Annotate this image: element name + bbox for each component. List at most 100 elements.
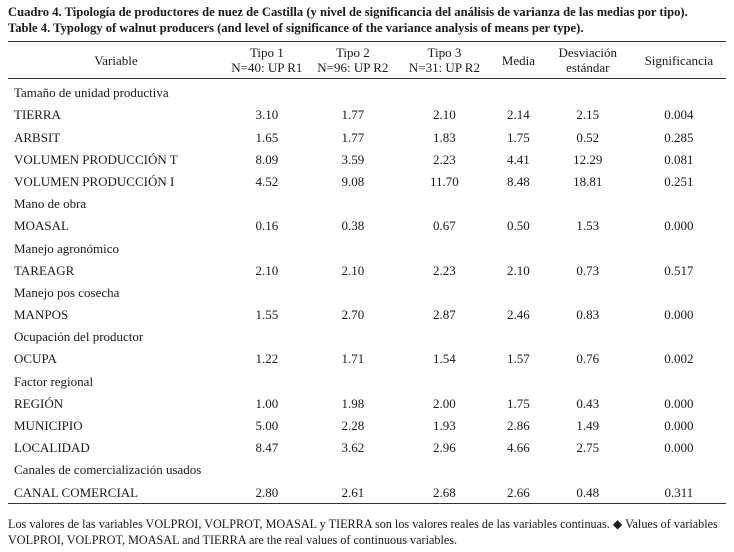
- table-row: MUNICIPIO 5.00 2.28 1.93 2.86 1.49 0.000: [8, 412, 726, 434]
- value-desviacion: 0.83: [576, 307, 600, 323]
- value-tipo-2: 1.98: [341, 395, 365, 411]
- value-desviacion: 0.76: [576, 351, 600, 367]
- value-tipo-1: 0.16: [255, 218, 279, 234]
- value-tipo-3: 1.93: [433, 418, 456, 433]
- table-row: CANAL COMERCIAL 2.80 2.61 2.68 2.66 0.48 0.311: [8, 478, 726, 504]
- header-tipo-3-name: Tipo 3: [427, 45, 462, 60]
- value-media: 2.66: [492, 478, 544, 504]
- table-row: TAREAGR 2.10 2.10 2.23 2.10 0.73 0.517: [8, 257, 726, 279]
- header-desviacion-line2: estándar: [566, 60, 610, 75]
- variable-name: TAREAGR: [14, 262, 75, 278]
- value-significancia: 0.004: [664, 107, 694, 123]
- value-desviacion: 0.48: [543, 478, 632, 504]
- value-tipo-3: 2.00: [433, 395, 456, 411]
- value-tipo-1: 1.00: [255, 395, 279, 411]
- value-tipo-2: 2.10: [341, 262, 365, 278]
- variable-name: VOLUMEN PRODUCCIÓN T: [14, 151, 178, 167]
- section-label: Manejo pos cosecha: [14, 284, 120, 300]
- table-row: VOLUMEN PRODUCCIÓN I 4.52 9.08 11.70 8.48 18.…: [8, 168, 726, 190]
- value-tipo-2: 3.59: [341, 151, 365, 167]
- section-row: Manejo pos cosecha: [8, 279, 726, 301]
- value-significancia: 0.517: [664, 262, 694, 278]
- variable-name: MOASAL: [14, 218, 69, 234]
- section-row: Ocupación del productor: [8, 323, 726, 345]
- value-significancia: 0.000: [664, 395, 694, 411]
- value-media: 2.10: [507, 262, 530, 278]
- value-tipo-3: 1.54: [433, 351, 456, 367]
- typology-table: Variable Tipo 1 N=40: UP R1 Tipo 2 N=96:…: [8, 41, 726, 504]
- value-tipo-1: 1.22: [255, 351, 279, 367]
- value-media: 0.50: [507, 218, 530, 234]
- variable-name: OCUPA: [14, 351, 57, 367]
- value-significancia: 0.285: [664, 129, 694, 145]
- value-significancia: 0.000: [664, 440, 694, 456]
- table-header: Variable Tipo 1 N=40: UP R1 Tipo 2 N=96:…: [8, 41, 726, 79]
- value-media: 4.66: [507, 440, 530, 456]
- value-tipo-3: 2.87: [433, 307, 456, 323]
- value-tipo-3: 2.68: [395, 478, 493, 504]
- section-label: Factor regional: [14, 373, 94, 389]
- header-tipo-2-name: Tipo 2: [335, 45, 370, 60]
- header-tipo-2-sub: N=96: UP R2: [317, 60, 389, 75]
- table-row: ARBSIT 1.65 1.77 1.83 1.75 0.52 0.285: [8, 123, 726, 145]
- header-desviacion: Desviación estándar: [543, 41, 632, 79]
- table-row: MANPOS 1.55 2.70 2.87 2.46 0.83 0.000: [8, 301, 726, 323]
- header-desviacion-line1: Desviación: [558, 45, 618, 60]
- section-label: Canales de comercialización usados: [14, 462, 202, 478]
- value-tipo-1: 2.10: [255, 262, 279, 278]
- value-tipo-1: 8.09: [255, 151, 279, 167]
- value-desviacion: 2.15: [576, 107, 600, 123]
- header-tipo-1-sub: N=40: UP R1: [231, 60, 303, 75]
- value-significancia: 0.251: [664, 173, 694, 189]
- value-desviacion: 18.81: [573, 173, 603, 189]
- caption-spanish: Cuadro 4. Tipología de productores de nu…: [8, 5, 688, 19]
- value-media: 1.75: [507, 129, 530, 145]
- table-row: TIERRA 3.10 1.77 2.10 2.14 2.15 0.004: [8, 101, 726, 123]
- table-row: LOCALIDAD 8.47 3.62 2.96 4.66 2.75 0.000: [8, 434, 726, 456]
- value-significancia: 0.000: [664, 218, 694, 234]
- value-tipo-1: 8.47: [255, 440, 279, 456]
- variable-name: MUNICIPIO: [14, 418, 83, 433]
- header-variable: Variable: [8, 41, 224, 79]
- section-label: Manejo agronómico: [14, 240, 120, 256]
- header-tipo-3: Tipo 3 N=31: UP R2: [395, 41, 493, 79]
- value-tipo-1: 3.10: [255, 107, 279, 123]
- value-significancia: 0.000: [664, 307, 694, 323]
- header-row: Variable Tipo 1 N=40: UP R1 Tipo 2 N=96:…: [8, 41, 726, 79]
- value-media: 4.41: [507, 151, 530, 167]
- header-tipo-1-name: Tipo 1: [249, 45, 284, 60]
- value-media: 2.14: [507, 107, 530, 123]
- table-row: REGIÓN 1.00 1.98 2.00 1.75 0.43 0.000: [8, 390, 726, 412]
- table-body: Tamaño de unidad productiva TIERRA 3.10 1.7…: [8, 79, 726, 504]
- value-tipo-2: 3.62: [341, 440, 365, 456]
- value-tipo-3: 0.67: [433, 218, 456, 234]
- value-tipo-1: 2.80: [223, 478, 310, 504]
- value-tipo-2: 1.77: [341, 129, 365, 145]
- section-row: Canales de comercialización usados: [8, 456, 726, 478]
- variable-name: VOLUMEN PRODUCCIÓN I: [14, 173, 175, 189]
- value-tipo-2: 0.38: [341, 218, 365, 234]
- header-tipo-1: Tipo 1 N=40: UP R1: [223, 41, 310, 79]
- value-media: 1.57: [507, 351, 530, 367]
- header-tipo-2: Tipo 2 N=96: UP R2: [309, 41, 396, 79]
- value-desviacion: 1.53: [576, 218, 600, 234]
- value-tipo-2: 2.70: [341, 307, 365, 323]
- value-tipo-3: 11.70: [430, 173, 459, 189]
- section-label: Mano de obra: [14, 196, 87, 212]
- value-significancia: 0.002: [664, 351, 694, 367]
- value-tipo-2: 9.08: [341, 173, 365, 189]
- variable-name: ARBSIT: [14, 129, 61, 145]
- value-tipo-1: 1.55: [255, 307, 279, 323]
- section-row: Factor regional: [8, 367, 726, 389]
- variable-name: REGIÓN: [14, 395, 64, 411]
- value-desviacion: 0.43: [576, 395, 600, 411]
- variable-name: MANPOS: [14, 307, 69, 323]
- table-caption: Cuadro 4. Tipología de productores de nu…: [8, 4, 728, 36]
- value-media: 1.75: [507, 395, 530, 411]
- value-tipo-2: 2.28: [341, 418, 365, 433]
- section-label: Ocupación del productor: [14, 329, 144, 345]
- section-label: Tamaño de unidad productiva: [14, 85, 169, 101]
- value-significancia: 0.081: [664, 151, 694, 167]
- value-significancia: 0.000: [664, 418, 694, 433]
- table-footnote: Los valores de las variables VOLPROI, VO…: [8, 517, 718, 547]
